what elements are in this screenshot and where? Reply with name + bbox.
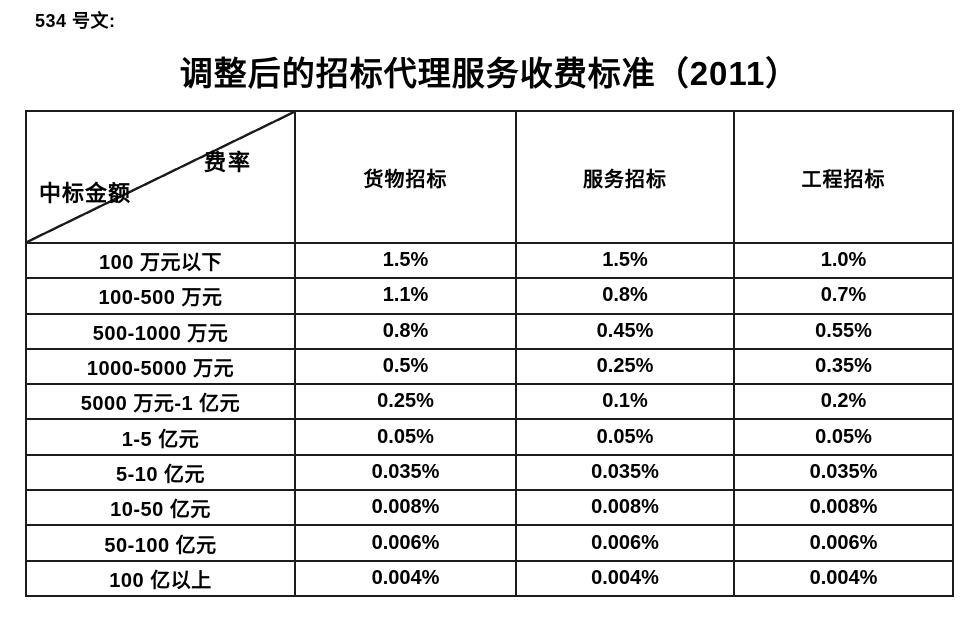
rate-cell: 0.8%: [294, 312, 517, 350]
table-row: 1000-5000 万元 0.5% 0.25% 0.35%: [25, 347, 954, 386]
row-label-cell: 1000-5000 万元: [25, 347, 296, 386]
rate-cell: 0.05%: [515, 418, 735, 456]
rate-cell: 0.55%: [733, 312, 954, 350]
rate-cell: 0.5%: [294, 347, 517, 386]
rate-cell: 0.004%: [733, 559, 954, 597]
table-row: 500-1000 万元 0.8% 0.45% 0.55%: [25, 312, 954, 350]
row-label-cell: 10-50 亿元: [25, 489, 296, 527]
table-row: 100 万元以下 1.5% 1.5% 1.0%: [25, 241, 954, 280]
rate-cell: 0.8%: [515, 277, 735, 315]
rate-cell: 0.006%: [733, 524, 954, 562]
table-row: 1-5 亿元 0.05% 0.05% 0.05%: [25, 418, 954, 456]
page-title: 调整后的招标代理服务收费标准（2011）: [179, 55, 800, 92]
row-label-cell: 100-500 万元: [25, 277, 296, 315]
corner-header-cell: 费率 中标金额: [25, 110, 296, 244]
row-label-cell: 500-1000 万元: [25, 312, 296, 350]
rate-cell: 0.035%: [294, 453, 517, 492]
rate-cell: 0.008%: [294, 489, 517, 527]
row-label-cell: 1-5 亿元: [25, 418, 296, 456]
rate-cell: 0.004%: [294, 559, 517, 597]
rate-cell: 0.008%: [733, 489, 954, 527]
rate-cell: 0.008%: [515, 489, 735, 527]
rate-cell: 0.2%: [733, 383, 954, 421]
table-row: 5000 万元-1 亿元 0.25% 0.1% 0.2%: [25, 383, 954, 421]
rate-cell: 0.35%: [733, 347, 954, 386]
rate-cell: 0.035%: [515, 453, 735, 492]
table-row: 100 亿以上 0.004% 0.004% 0.004%: [25, 559, 954, 597]
row-label-cell: 100 万元以下: [25, 241, 296, 280]
rate-cell: 0.035%: [733, 453, 954, 492]
row-label-cell: 5000 万元-1 亿元: [25, 383, 296, 421]
row-label-cell: 100 亿以上: [25, 559, 296, 597]
corner-bid-amount-label: 中标金额: [39, 181, 132, 206]
column-header-engineering: 工程招标: [733, 110, 954, 244]
rate-cell: 0.7%: [733, 277, 954, 315]
rate-cell: 1.1%: [294, 277, 517, 315]
doc-number-label: 534 号文:: [35, 11, 116, 31]
rate-cell: 1.5%: [515, 241, 735, 280]
rate-cell: 0.006%: [515, 524, 735, 562]
rate-cell: 0.25%: [515, 347, 735, 386]
rate-cell: 0.1%: [515, 383, 735, 421]
fee-rate-table: 费率 中标金额 货物招标 服务招标 工程招标 100 万元以下 1.5% 1.5% 1…: [25, 110, 954, 597]
rate-cell: 0.004%: [515, 559, 735, 597]
rate-cell: 0.45%: [515, 312, 735, 350]
corner-fee-rate-label: 费率: [203, 150, 252, 175]
column-header-goods: 货物招标: [294, 110, 517, 244]
rate-cell: 0.006%: [294, 524, 517, 562]
rate-cell: 0.05%: [294, 418, 517, 456]
table-row: 100-500 万元 1.1% 0.8% 0.7%: [25, 277, 954, 315]
row-label-cell: 5-10 亿元: [25, 453, 296, 492]
rate-cell: 1.0%: [733, 241, 954, 280]
rate-cell: 1.5%: [294, 241, 517, 280]
table-row: 5-10 亿元 0.035% 0.035% 0.035%: [25, 453, 954, 492]
table-row: 50-100 亿元 0.006% 0.006% 0.006%: [25, 524, 954, 562]
rate-cell: 0.05%: [733, 418, 954, 456]
header-row: 费率 中标金额 货物招标 服务招标 工程招标: [25, 110, 954, 244]
table-row: 10-50 亿元 0.008% 0.008% 0.008%: [25, 489, 954, 527]
fee-table-body: 100 万元以下 1.5% 1.5% 1.0% 100-500 万元 1.1% 0.8% 0.…: [25, 241, 954, 597]
row-label-cell: 50-100 亿元: [25, 524, 296, 562]
rate-cell: 0.25%: [294, 383, 517, 421]
column-header-services: 服务招标: [515, 110, 735, 244]
